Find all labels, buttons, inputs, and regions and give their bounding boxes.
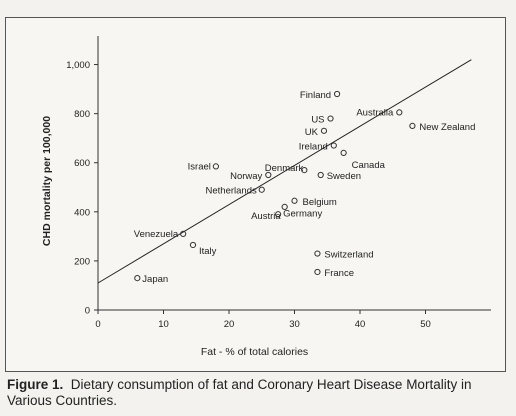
y-tick-label: 200 — [74, 256, 90, 267]
point-label-denmark: Denmark — [265, 163, 304, 174]
point-label-israel: Israel — [188, 161, 211, 172]
point-label-venezuela: Venezuela — [134, 229, 179, 240]
point-label-finland: Finland — [300, 90, 331, 101]
y-tick-label: 800 — [74, 109, 90, 120]
point-label-norway: Norway — [230, 171, 262, 182]
y-tick-label: 600 — [74, 158, 90, 169]
point-label-italy: Italy — [199, 246, 217, 257]
x-tick-label: 50 — [420, 319, 431, 330]
point-venezuela — [180, 230, 187, 238]
point-sweden — [317, 171, 324, 179]
point-norway — [265, 171, 272, 179]
point-label-japan: Japan — [142, 274, 168, 285]
y-tick-label: 400 — [74, 207, 90, 218]
point-us — [327, 115, 334, 122]
point-label-australia: Australia — [356, 107, 394, 118]
point-germany — [275, 211, 282, 218]
figure-number: Figure 1. — [7, 377, 64, 392]
point-label-switzerland: Switzerland — [324, 250, 373, 261]
x-tick-label: 20 — [224, 319, 235, 330]
point-belgium — [291, 197, 298, 204]
scatter-plot: 0 200 400 600 800 1,000 0 10 20 30 40 50 Fat - % of … — [41, 36, 491, 358]
chart-frame: 0 200 400 600 800 1,000 0 10 20 30 40 50 Fat - % of … — [5, 17, 506, 372]
point-ireland — [330, 142, 337, 149]
point-uk — [320, 127, 328, 134]
point-israel — [212, 163, 219, 170]
point-label-netherlands: Netherlands — [206, 186, 257, 197]
point-netherlands — [258, 186, 265, 193]
point-finland — [333, 90, 341, 98]
point-denmark — [301, 166, 308, 174]
x-tick-label: 0 — [95, 319, 100, 330]
caption-text: Dietary consumption of fat and Coronary … — [7, 377, 472, 408]
y-tick-label: 1,000 — [66, 60, 90, 71]
x-tick-label: 40 — [355, 319, 366, 330]
figure-caption: Figure 1. Dietary consumption of fat and… — [7, 377, 512, 409]
point-france — [314, 268, 321, 276]
point-label-belgium: Belgium — [303, 197, 337, 208]
point-label-new-zealand: New Zealand — [419, 122, 475, 133]
point-label-ireland: Ireland — [299, 142, 328, 153]
point-italy — [189, 241, 197, 249]
y-tick-label: 0 — [85, 306, 90, 317]
point-label-austria: Austria — [251, 211, 281, 222]
point-new-zealand — [409, 122, 416, 130]
point-canada — [340, 149, 347, 157]
point-label-germany: Germany — [283, 208, 322, 219]
x-tick-label: 10 — [158, 319, 169, 330]
x-axis-title: Fat - % of total calories — [201, 346, 308, 358]
x-tick-label: 30 — [289, 319, 300, 330]
point-label-us: US — [311, 115, 324, 126]
trend-line — [97, 59, 472, 284]
point-japan — [134, 274, 141, 282]
point-label-uk: UK — [305, 127, 319, 138]
point-switzerland — [314, 250, 321, 257]
point-label-canada: Canada — [352, 160, 386, 171]
point-label-sweden: Sweden — [327, 171, 361, 182]
y-axis-title: CHD mortality per 100,000 — [41, 116, 53, 246]
point-australia — [396, 109, 403, 116]
point-label-france: France — [324, 268, 354, 279]
point-austria — [281, 203, 288, 211]
